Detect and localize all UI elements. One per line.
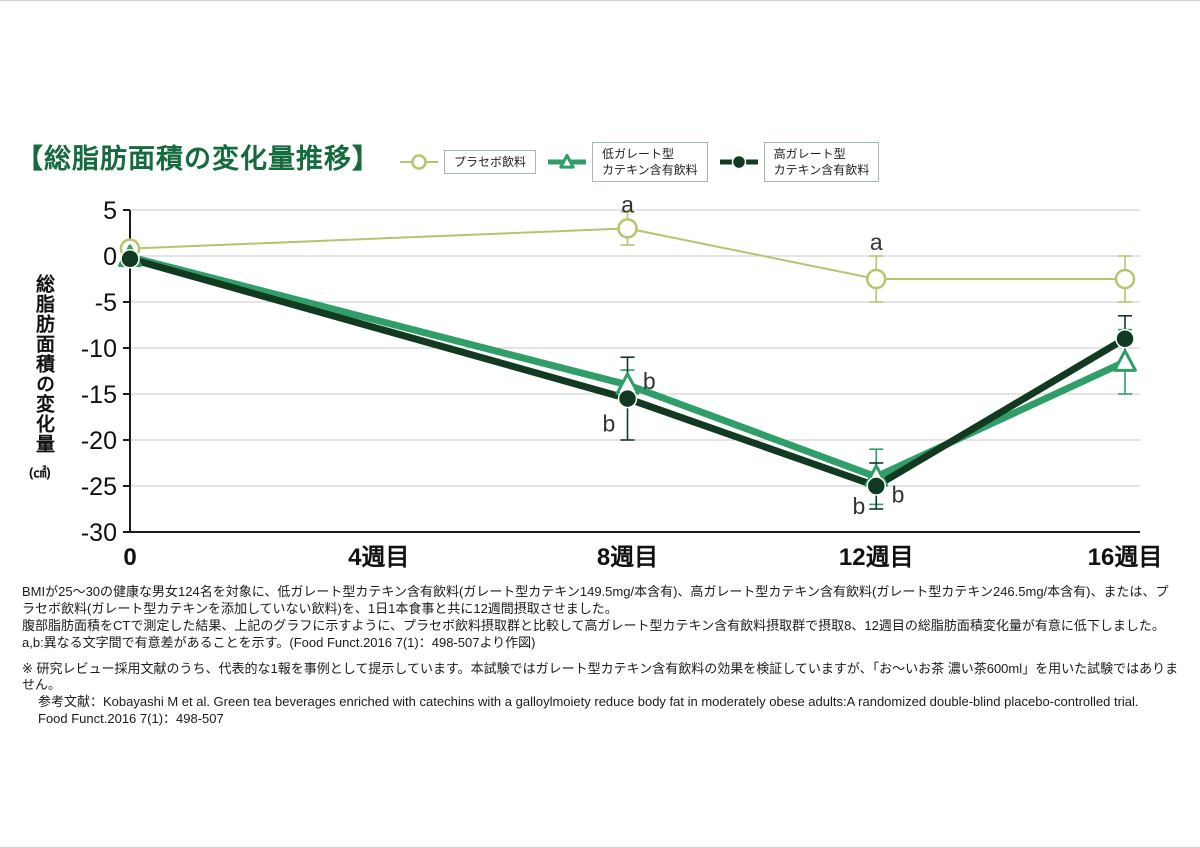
significance-label: b	[892, 481, 905, 507]
top-edge-line	[0, 0, 1200, 1]
y-tick-label: -25	[81, 473, 117, 501]
data-point	[617, 388, 638, 409]
reference-citation: 参考文献：Kobayashi M et al. Green tea bevera…	[38, 694, 1139, 710]
y-tick-label: -15	[81, 381, 117, 409]
legend-line-marker-icon	[548, 154, 587, 169]
data-point	[866, 268, 887, 290]
data-point	[1114, 268, 1136, 290]
footnote-paragraph: 腹部脂肪面積をCTで測定した結果、上記のグラフに示すように、プラセボ飲料摂取群と…	[22, 617, 1165, 650]
legend-line-marker-icon	[719, 154, 758, 170]
x-tick-label: 16週目	[1088, 544, 1163, 571]
significance-label: a	[870, 229, 883, 255]
legend-label: 高ガレート型 カテキン含有飲料	[763, 141, 880, 183]
legend-marker	[411, 154, 427, 170]
footnote-paragraph: BMIが25〜30の健康な男女124名を対象に、低ガレート型カテキン含有飲料(ガ…	[22, 584, 1169, 616]
x-tick-label: 12週目	[839, 544, 914, 571]
y-tick-label: -5	[95, 289, 117, 317]
legend-marker	[731, 154, 746, 170]
chart-legend: プラセボ飲料 低ガレート型 カテキン含有飲料 高ガレート型 カテキン含有飲料	[398, 137, 880, 187]
reference-journal: Food Funct.2016 7(1)：498-507	[38, 711, 224, 727]
legend-marker	[559, 154, 575, 169]
data-point	[1113, 349, 1137, 372]
reference-note: ※ 研究レビュー採用文献のうち、代表的な1報を事例として提示しています。本試験で…	[22, 661, 1180, 729]
chart-title: 【総脂肪面積の変化量推移】	[16, 144, 380, 174]
legend-line-marker-icon	[400, 154, 438, 170]
legend-item-low-gallate: 低ガレート型 カテキン含有飲料	[546, 141, 708, 183]
y-tick-label: 0	[103, 243, 117, 271]
y-axis-unit: (㎠)	[29, 465, 51, 480]
series-line	[126, 255, 1129, 490]
data-point	[1115, 329, 1135, 349]
y-tick-label: -30	[81, 519, 117, 547]
x-tick-label: 8週目	[597, 544, 658, 571]
y-tick-label: -10	[81, 335, 117, 363]
series-line	[129, 227, 1126, 280]
y-tick-label: -20	[81, 427, 117, 455]
legend-label: 低ガレート型 カテキン含有飲料	[592, 141, 708, 183]
x-tick-label: 0	[123, 544, 136, 571]
data-point	[120, 249, 140, 269]
data-point	[617, 218, 638, 239]
series-line	[126, 253, 1129, 481]
significance-label: a	[621, 191, 634, 217]
footnote-paragraph: ※ 研究レビュー採用文献のうち、代表的な1報を事例として提示しています。本試験で…	[22, 660, 1179, 693]
significance-label: b	[602, 410, 615, 436]
data-point	[866, 476, 886, 496]
significance-label: b	[852, 493, 865, 519]
y-axis-title: 総脂肪面積の変化量	[33, 274, 54, 454]
footnotes: BMIが25〜30の健康な男女124名を対象に、低ガレート型カテキン含有飲料(ガ…	[22, 584, 1180, 728]
y-tick-label: 5	[103, 197, 117, 225]
legend-item-placebo: プラセボ飲料	[398, 149, 537, 175]
significance-label: b	[643, 368, 656, 394]
study-description: BMIが25〜30の健康な男女124名を対象に、低ガレート型カテキン含有飲料(ガ…	[22, 584, 1180, 652]
legend-item-high-gallate: 高ガレート型 カテキン含有飲料	[718, 141, 880, 183]
x-tick-label: 4週目	[348, 544, 409, 571]
legend-label: プラセボ飲料	[444, 149, 537, 175]
